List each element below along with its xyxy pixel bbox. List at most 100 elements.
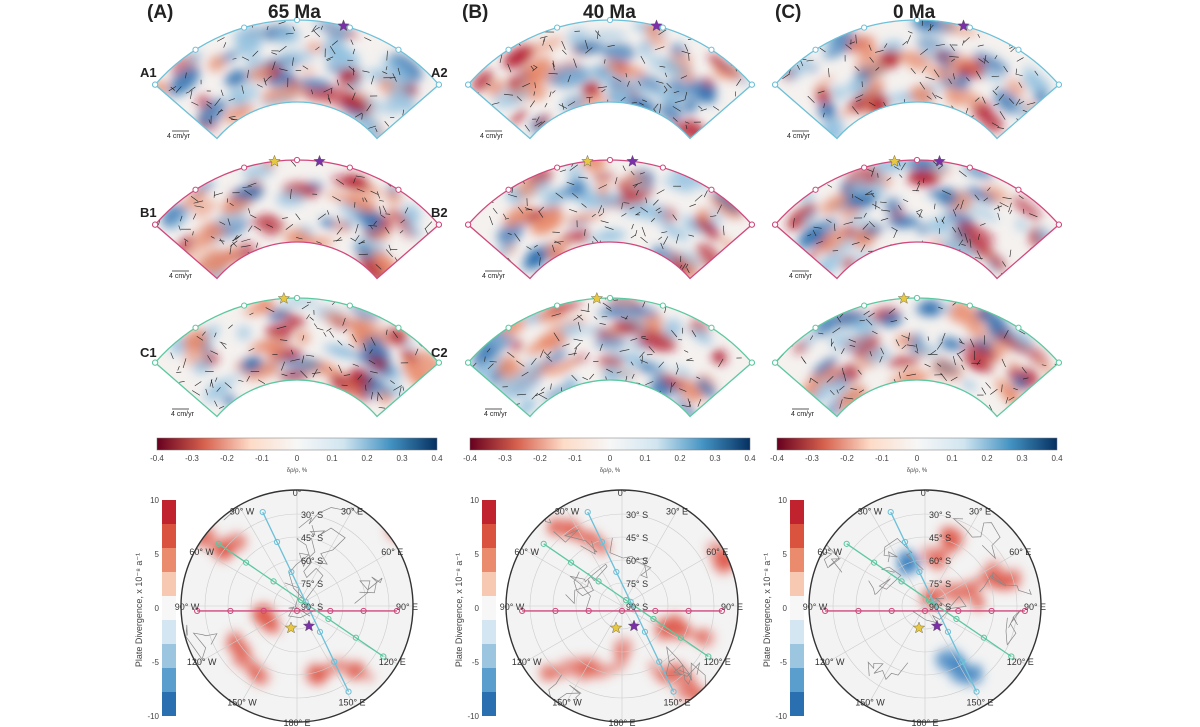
- velocity-arrow: [974, 257, 983, 259]
- anomaly-blob: [939, 337, 963, 351]
- anomaly-blob: [1006, 78, 1026, 97]
- velocity-arrow: [326, 58, 331, 62]
- colorbar-tick-label: -0.4: [770, 454, 784, 463]
- velocity-arrow: [242, 186, 252, 188]
- velocity-arrow: [604, 226, 614, 230]
- profile-marker: [395, 186, 402, 193]
- velocity-arrow: [888, 308, 896, 314]
- anomaly-blob: [368, 68, 383, 82]
- anomaly-blob: [591, 171, 615, 182]
- velocity-arrow: [663, 85, 668, 91]
- longitude-label: 90° E: [1024, 602, 1046, 612]
- anomaly-blob: [492, 87, 513, 107]
- anomaly-blob: [936, 187, 958, 207]
- velocity-arrow: [219, 238, 224, 245]
- velocity-arrow: [364, 197, 368, 203]
- divergence-colorbar-segment: [790, 620, 804, 644]
- velocity-arrow: [248, 208, 251, 214]
- anomaly-blob: [344, 382, 363, 396]
- velocity-arrow: [933, 69, 940, 78]
- velocity-arrow: [871, 167, 875, 177]
- profile-marker: [925, 597, 933, 604]
- anomaly-blob: [599, 229, 627, 239]
- profile-marker: [606, 156, 614, 164]
- anomaly-blob: [964, 203, 999, 222]
- velocity-arrow: [845, 44, 852, 50]
- profile-marker: [327, 607, 334, 615]
- velocity-scale-label: 4 cm/yr: [480, 133, 504, 140]
- velocity-arrow: [341, 384, 348, 386]
- profile-marker: [861, 164, 868, 171]
- velocity-arrow: [561, 40, 566, 50]
- velocity-arrow: [219, 240, 225, 242]
- anomaly-blob: [607, 351, 633, 359]
- velocity-arrow: [864, 236, 870, 240]
- coastline: [548, 674, 582, 705]
- longitude-label: 120° E: [704, 657, 731, 667]
- velocity-arrow: [843, 221, 854, 225]
- velocity-arrow: [323, 332, 327, 337]
- anomaly-blob: [865, 348, 891, 363]
- velocity-arrow: [562, 343, 570, 347]
- velocity-arrow: [1002, 261, 1007, 267]
- velocity-arrow: [552, 60, 555, 68]
- velocity-arrow: [232, 235, 240, 242]
- latitude-label: 60° S: [301, 556, 323, 566]
- velocity-arrow: [369, 349, 373, 354]
- profile-marker: [554, 164, 561, 171]
- anomaly-blob: [1008, 359, 1021, 371]
- velocity-arrow: [537, 251, 540, 256]
- velocity-arrow: [306, 314, 310, 320]
- velocity-arrow: [375, 127, 378, 133]
- anomaly-blob: [620, 367, 634, 383]
- velocity-arrow: [228, 117, 236, 121]
- longitude-label: 30° W: [858, 507, 883, 517]
- divergence-field: [539, 516, 738, 708]
- anomaly-blob: [197, 98, 228, 127]
- divergence-blob: [363, 671, 375, 683]
- velocity-arrow: [553, 332, 560, 342]
- star-marker: [277, 291, 291, 304]
- profile-marker: [1015, 186, 1022, 193]
- longitude-label: 60° W: [817, 547, 842, 557]
- velocity-arrow: [373, 220, 377, 226]
- velocity-arrow: [584, 352, 590, 360]
- profile-marker: [293, 16, 301, 24]
- velocity-arrow: [635, 189, 639, 196]
- velocity-arrow: [382, 71, 388, 74]
- profile-marker: [395, 46, 402, 53]
- anomaly-blob: [306, 182, 325, 190]
- divergence-tick-label: 5: [475, 550, 480, 559]
- anomaly-blob: [915, 303, 940, 316]
- anomaly-blob: [807, 63, 819, 73]
- latitude-label: 75° S: [626, 579, 648, 589]
- velocity-arrow: [659, 103, 662, 114]
- profile-marker: [227, 607, 234, 615]
- anomaly-blob: [525, 359, 543, 378]
- profile-marker: [861, 302, 868, 309]
- velocity-arrow: [813, 226, 822, 229]
- profile-marker: [346, 24, 353, 31]
- velocity-arrow: [935, 44, 946, 46]
- velocity-arrow: [379, 206, 382, 215]
- velocity-arrow: [936, 341, 943, 350]
- anomaly-blob: [243, 303, 276, 316]
- velocity-arrow: [852, 106, 859, 115]
- velocity-arrow: [581, 203, 587, 208]
- velocity-arrow: [191, 101, 199, 106]
- anomaly-blob: [993, 89, 1021, 114]
- velocity-arrow: [875, 67, 880, 71]
- anomaly-blob: [812, 356, 838, 377]
- velocity-scale-label: 4 cm/yr: [791, 411, 815, 418]
- velocity-arrow: [312, 25, 317, 31]
- velocity-arrow: [661, 231, 668, 234]
- velocity-arrow: [654, 46, 665, 51]
- profile-marker: [192, 324, 199, 331]
- velocity-arrow: [918, 209, 923, 218]
- profile-line: [262, 511, 350, 692]
- velocity-arrow: [353, 177, 356, 184]
- divergence-colorbar-segment: [482, 524, 496, 548]
- profile-marker: [215, 540, 222, 547]
- velocity-arrow: [549, 44, 553, 52]
